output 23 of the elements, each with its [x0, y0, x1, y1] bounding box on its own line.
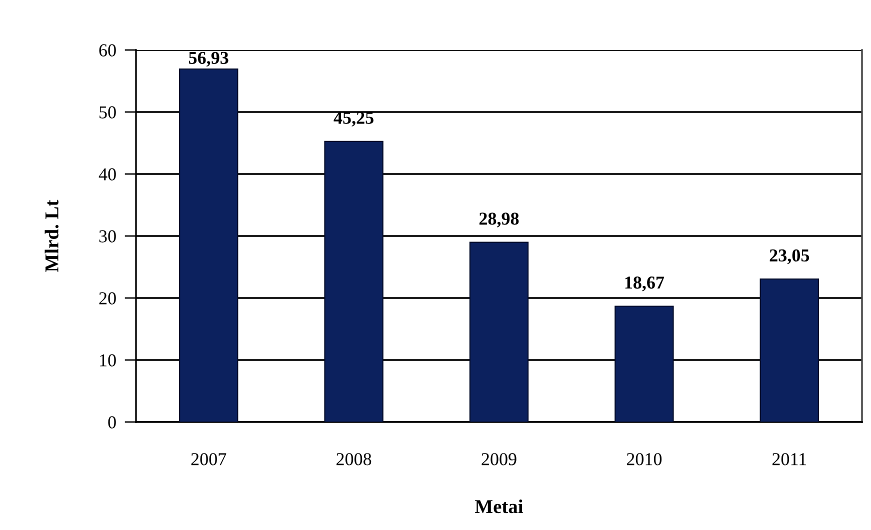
- bar: [614, 306, 674, 422]
- data-label: 18,67: [625, 276, 664, 292]
- y-tick-label: 50: [100, 106, 116, 118]
- y-tick-label: 60: [99, 44, 116, 56]
- bar: [324, 140, 384, 422]
- y-tick-label: 30: [99, 230, 116, 242]
- x-axis-title: Metai: [475, 499, 524, 514]
- x-tick-label: 2008: [336, 453, 372, 466]
- bar: [179, 68, 238, 422]
- bar: [469, 242, 529, 422]
- data-label: 23,05: [770, 249, 810, 264]
- x-tick-label: 2007: [191, 453, 226, 466]
- x-tick-label: 2011: [772, 453, 806, 466]
- data-label: 28,98: [479, 212, 519, 228]
- data-label: 56,93: [189, 52, 228, 67]
- bar: [760, 278, 819, 422]
- y-tick-label: 10: [100, 354, 116, 366]
- y-axis-title: Mlrd. Lt: [44, 200, 59, 272]
- y-tick-label: 20: [99, 292, 116, 304]
- y-tick-label: 40: [98, 168, 116, 180]
- x-tick-label: 2009: [482, 453, 516, 466]
- y-tick-label: 0: [108, 416, 116, 428]
- x-tick-label: 2010: [626, 453, 662, 466]
